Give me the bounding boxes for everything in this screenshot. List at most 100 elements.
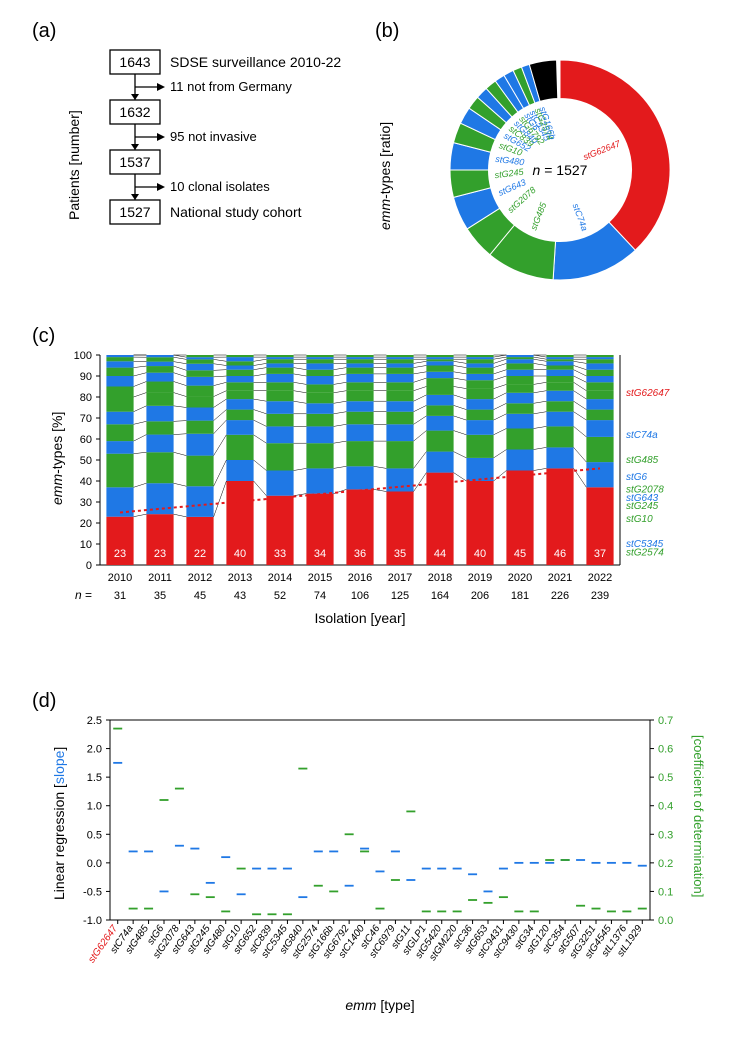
connector bbox=[454, 361, 467, 363]
ytick: 100 bbox=[74, 350, 92, 362]
connector bbox=[454, 387, 467, 389]
connector bbox=[214, 460, 227, 486]
bar-seg bbox=[546, 366, 573, 370]
bar-seg bbox=[266, 443, 293, 470]
connector bbox=[534, 382, 547, 384]
connector bbox=[294, 401, 307, 403]
r2-marker bbox=[283, 913, 292, 915]
connector bbox=[414, 452, 427, 469]
bar-seg bbox=[186, 397, 213, 408]
connector bbox=[494, 363, 507, 367]
connector bbox=[174, 393, 187, 397]
connector bbox=[174, 362, 187, 364]
panel-a-label: (a) bbox=[32, 20, 56, 43]
bar-seg bbox=[466, 389, 493, 400]
bar-seg bbox=[506, 357, 533, 359]
xtick-year: 2022 bbox=[588, 572, 612, 584]
connector bbox=[214, 382, 227, 385]
bar-seg bbox=[146, 452, 173, 483]
xtick-year: 2016 bbox=[348, 572, 372, 584]
xtick-year: 2011 bbox=[148, 572, 172, 584]
connector bbox=[454, 405, 467, 409]
r2-marker bbox=[576, 905, 585, 907]
connector bbox=[374, 489, 387, 491]
rtick: 0.2 bbox=[658, 858, 673, 870]
ytick: 20 bbox=[80, 518, 92, 530]
connector bbox=[454, 366, 467, 368]
r2-marker bbox=[329, 891, 338, 893]
bar-seg bbox=[586, 437, 613, 462]
connector bbox=[214, 481, 227, 517]
bar-seg bbox=[506, 355, 533, 357]
r2-marker bbox=[376, 908, 385, 910]
bar-seg bbox=[466, 420, 493, 435]
bar-seg bbox=[146, 357, 173, 361]
slope-marker bbox=[345, 885, 354, 887]
connector bbox=[414, 416, 427, 424]
bar-seg bbox=[426, 395, 453, 406]
slope-marker bbox=[391, 851, 400, 853]
connector bbox=[494, 450, 507, 458]
bar-seg bbox=[226, 355, 253, 357]
rtick: 0.1 bbox=[658, 886, 673, 898]
bar-seg bbox=[226, 357, 253, 361]
connector bbox=[494, 376, 507, 380]
r2-marker bbox=[252, 913, 261, 915]
bar-seg bbox=[346, 355, 373, 357]
slope-marker bbox=[484, 891, 493, 893]
bar-seg bbox=[546, 391, 573, 402]
slope-marker bbox=[530, 862, 539, 864]
connector bbox=[574, 376, 587, 382]
r2-marker bbox=[499, 896, 508, 898]
bar-seg bbox=[466, 458, 493, 481]
bar-seg bbox=[186, 370, 213, 377]
slope-marker bbox=[298, 896, 307, 898]
connector bbox=[254, 399, 267, 401]
xtick-year: 2012 bbox=[188, 572, 212, 584]
connector bbox=[414, 473, 427, 492]
slope-marker bbox=[360, 848, 369, 850]
connector bbox=[214, 359, 227, 361]
slope-marker bbox=[206, 882, 215, 884]
bar-seg bbox=[386, 424, 413, 441]
donut-label: stC74a bbox=[571, 202, 590, 232]
connector bbox=[494, 414, 507, 420]
connector bbox=[454, 395, 467, 399]
r2-marker bbox=[221, 911, 230, 913]
connector bbox=[454, 372, 467, 374]
connector bbox=[494, 370, 507, 374]
connector bbox=[534, 391, 547, 393]
bar-seg bbox=[306, 359, 333, 363]
bar-val: 37 bbox=[594, 548, 606, 560]
slope-marker bbox=[190, 848, 199, 850]
xtick-year: 2010 bbox=[108, 572, 132, 584]
connector bbox=[534, 401, 547, 403]
bar-seg bbox=[466, 359, 493, 363]
bar-seg bbox=[266, 368, 293, 374]
bar-seg bbox=[266, 363, 293, 367]
connector bbox=[214, 399, 227, 407]
bar-seg bbox=[346, 424, 373, 441]
connector bbox=[334, 391, 347, 393]
bar-seg bbox=[186, 355, 213, 357]
series-label: stG62647 bbox=[626, 388, 670, 399]
bar-seg bbox=[506, 393, 533, 404]
connector bbox=[414, 405, 427, 411]
bar-seg bbox=[306, 370, 333, 376]
slope-marker bbox=[576, 859, 585, 861]
r2-marker bbox=[360, 851, 369, 853]
connector bbox=[494, 384, 507, 388]
bar-seg bbox=[426, 387, 453, 395]
bar-seg bbox=[266, 382, 293, 390]
bar-seg bbox=[306, 403, 333, 414]
bar-seg bbox=[426, 431, 453, 452]
bar-seg bbox=[466, 363, 493, 367]
bar-seg bbox=[186, 386, 213, 397]
connector bbox=[454, 452, 467, 458]
xtick-year: 2021 bbox=[548, 572, 572, 584]
rtick: 0.5 bbox=[658, 772, 673, 784]
bar-val: 23 bbox=[154, 548, 166, 560]
ytick: 30 bbox=[80, 497, 92, 509]
bar-seg bbox=[226, 366, 253, 370]
r2-marker bbox=[422, 911, 431, 913]
